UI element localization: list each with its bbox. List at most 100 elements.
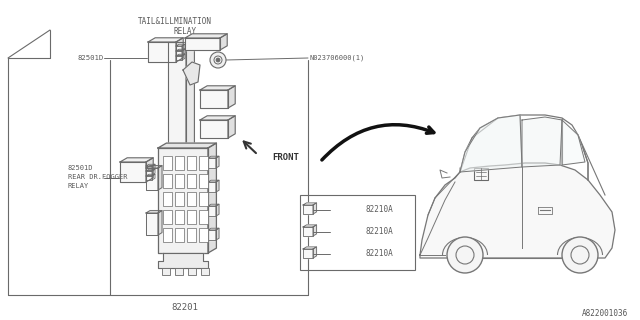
Polygon shape (208, 228, 219, 230)
Polygon shape (176, 54, 185, 56)
Polygon shape (158, 211, 162, 235)
Polygon shape (420, 163, 615, 258)
Polygon shape (158, 143, 216, 148)
Polygon shape (146, 168, 158, 190)
Polygon shape (152, 174, 155, 180)
Polygon shape (146, 169, 155, 171)
Bar (175, 228, 184, 242)
Bar (163, 210, 172, 224)
Polygon shape (158, 148, 208, 253)
Polygon shape (216, 228, 219, 240)
Bar (187, 228, 196, 242)
Circle shape (216, 58, 220, 62)
Polygon shape (186, 37, 195, 242)
Polygon shape (120, 162, 146, 182)
Text: REAR DR.FOGGER: REAR DR.FOGGER (68, 174, 127, 180)
Polygon shape (522, 117, 562, 167)
Polygon shape (208, 180, 219, 182)
Bar (162, 268, 170, 275)
Polygon shape (208, 206, 216, 216)
Bar (163, 228, 172, 242)
Polygon shape (183, 62, 200, 85)
Polygon shape (148, 42, 176, 62)
Text: 82210A: 82210A (365, 249, 393, 258)
Bar (175, 192, 184, 206)
Bar (163, 192, 172, 206)
Polygon shape (208, 156, 219, 158)
Polygon shape (158, 166, 162, 190)
Text: 82501D: 82501D (78, 55, 104, 61)
Polygon shape (182, 54, 185, 60)
Polygon shape (185, 38, 220, 50)
Bar (188, 268, 196, 275)
Polygon shape (185, 34, 227, 38)
Polygon shape (208, 230, 216, 240)
Bar (163, 156, 172, 170)
Polygon shape (200, 120, 228, 138)
Polygon shape (303, 225, 317, 227)
Polygon shape (146, 211, 162, 213)
Polygon shape (146, 176, 152, 180)
Polygon shape (313, 203, 317, 214)
Text: 82210A: 82210A (365, 227, 393, 236)
Polygon shape (216, 180, 219, 192)
Polygon shape (176, 51, 182, 55)
Text: RELAY: RELAY (68, 183, 89, 189)
Bar (187, 156, 196, 170)
Polygon shape (146, 174, 155, 176)
Polygon shape (152, 169, 155, 175)
Polygon shape (303, 205, 313, 214)
Polygon shape (208, 143, 216, 253)
Polygon shape (313, 225, 317, 236)
Bar (300, 195, 415, 270)
Polygon shape (146, 213, 158, 235)
Text: 82201: 82201 (172, 302, 198, 311)
Text: 82210A: 82210A (365, 205, 393, 214)
Bar (199, 210, 208, 224)
Polygon shape (120, 158, 153, 162)
Polygon shape (228, 86, 236, 108)
Polygon shape (146, 171, 152, 175)
Circle shape (210, 52, 226, 68)
Polygon shape (303, 249, 313, 258)
Polygon shape (216, 204, 219, 216)
Text: N023706000(1): N023706000(1) (310, 55, 365, 61)
Bar (175, 174, 184, 188)
Bar (199, 228, 208, 242)
Polygon shape (216, 156, 219, 168)
Bar (175, 210, 184, 224)
Polygon shape (146, 164, 155, 166)
Polygon shape (562, 120, 585, 165)
Text: RELAY: RELAY (173, 27, 196, 36)
Polygon shape (220, 34, 227, 50)
Polygon shape (146, 166, 152, 170)
Polygon shape (152, 164, 155, 170)
Circle shape (562, 237, 598, 273)
Bar (199, 192, 208, 206)
Bar (175, 268, 183, 275)
Polygon shape (176, 38, 183, 62)
Bar (187, 210, 196, 224)
Polygon shape (303, 247, 317, 249)
Polygon shape (168, 42, 186, 242)
Bar (474, 168, 488, 180)
Polygon shape (303, 227, 313, 236)
Polygon shape (176, 49, 185, 51)
Polygon shape (176, 46, 182, 50)
Polygon shape (158, 253, 208, 268)
Circle shape (447, 237, 483, 273)
Text: FRONT: FRONT (272, 154, 299, 163)
Polygon shape (146, 166, 162, 168)
Bar (199, 156, 208, 170)
Polygon shape (200, 116, 236, 120)
Polygon shape (176, 56, 182, 60)
Polygon shape (200, 86, 236, 90)
Polygon shape (228, 116, 236, 138)
Polygon shape (208, 158, 216, 168)
Bar (187, 192, 196, 206)
Polygon shape (208, 204, 219, 206)
Polygon shape (182, 44, 185, 50)
Polygon shape (148, 38, 183, 42)
FancyArrowPatch shape (322, 125, 434, 160)
Text: TAIL&ILLMINATION: TAIL&ILLMINATION (138, 18, 212, 27)
